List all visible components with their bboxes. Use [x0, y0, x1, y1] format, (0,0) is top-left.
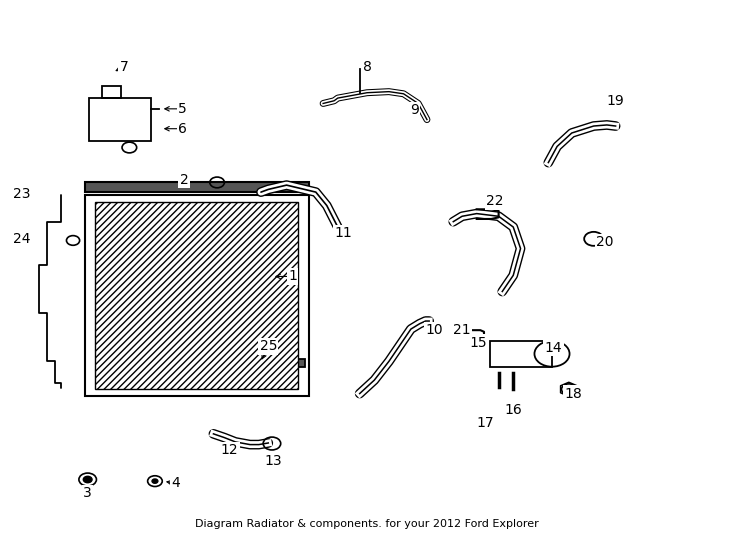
Text: 10: 10 — [426, 323, 443, 337]
Bar — [85, 195, 308, 396]
Text: 24: 24 — [13, 232, 31, 246]
Bar — [490, 341, 552, 367]
Text: Diagram Radiator & components. for your 2012 Ford Explorer: Diagram Radiator & components. for your … — [195, 519, 539, 529]
Text: 9: 9 — [410, 103, 419, 117]
Text: 4: 4 — [171, 476, 180, 490]
Text: 1: 1 — [288, 269, 297, 284]
Text: 3: 3 — [83, 486, 92, 500]
Text: 11: 11 — [335, 226, 352, 240]
Text: 15: 15 — [469, 335, 487, 349]
Text: 25: 25 — [260, 339, 277, 353]
Text: 7: 7 — [120, 60, 128, 74]
Circle shape — [152, 479, 158, 483]
Text: 6: 6 — [178, 122, 187, 136]
Bar — [166, 359, 305, 367]
Text: 23: 23 — [13, 187, 31, 201]
Text: 2: 2 — [180, 173, 189, 187]
Bar — [102, 86, 120, 98]
Text: 18: 18 — [564, 387, 582, 401]
Bar — [89, 98, 151, 141]
Bar — [95, 202, 298, 389]
Bar — [85, 183, 308, 192]
Circle shape — [83, 476, 92, 483]
Text: 21: 21 — [454, 323, 471, 337]
Text: 20: 20 — [596, 235, 614, 249]
Text: 22: 22 — [486, 194, 504, 208]
Text: 17: 17 — [476, 416, 494, 430]
Text: 13: 13 — [264, 454, 282, 468]
Text: 14: 14 — [545, 341, 562, 355]
Text: 5: 5 — [178, 102, 187, 116]
Text: 16: 16 — [504, 403, 522, 417]
Text: 12: 12 — [221, 443, 239, 457]
Text: 8: 8 — [363, 60, 371, 74]
Text: 19: 19 — [607, 94, 625, 108]
